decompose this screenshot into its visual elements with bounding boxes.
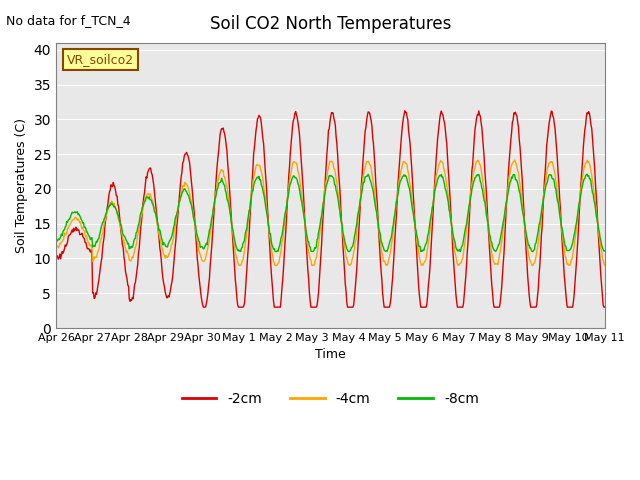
Legend: -2cm, -4cm, -8cm: -2cm, -4cm, -8cm — [176, 386, 484, 411]
-8cm — [204, 242, 211, 248]
-4cm — [174, 206, 182, 212]
-4cm — [511, 157, 518, 163]
-8cm — [601, 248, 609, 253]
-4cm — [204, 248, 211, 254]
-4cm — [118, 234, 126, 240]
-2cm — [401, 108, 408, 114]
-8cm — [174, 204, 182, 210]
Text: VR_soilco2: VR_soilco2 — [67, 53, 134, 66]
-8cm — [118, 229, 126, 235]
-4cm — [414, 244, 422, 250]
-2cm — [601, 304, 609, 310]
-2cm — [118, 242, 126, 248]
Text: No data for f_TCN_4: No data for f_TCN_4 — [6, 14, 131, 27]
-4cm — [52, 243, 60, 249]
-8cm — [52, 239, 60, 245]
-2cm — [62, 243, 70, 249]
-4cm — [62, 230, 70, 236]
-2cm — [204, 290, 212, 296]
Line: -8cm: -8cm — [56, 174, 605, 252]
Y-axis label: Soil Temperatures (C): Soil Temperatures (C) — [15, 118, 28, 253]
-8cm — [583, 171, 591, 177]
-2cm — [415, 281, 422, 287]
Line: -2cm: -2cm — [56, 111, 605, 307]
-2cm — [200, 304, 207, 310]
-8cm — [62, 223, 70, 229]
X-axis label: Time: Time — [315, 348, 346, 361]
-8cm — [414, 236, 422, 242]
-4cm — [398, 165, 406, 171]
Line: -4cm: -4cm — [56, 160, 605, 265]
-2cm — [398, 130, 406, 136]
-4cm — [236, 263, 243, 268]
-8cm — [398, 176, 406, 181]
-8cm — [237, 249, 244, 254]
-4cm — [601, 263, 609, 268]
Title: Soil CO2 North Temperatures: Soil CO2 North Temperatures — [210, 15, 451, 33]
-2cm — [174, 208, 182, 214]
-2cm — [52, 255, 60, 261]
